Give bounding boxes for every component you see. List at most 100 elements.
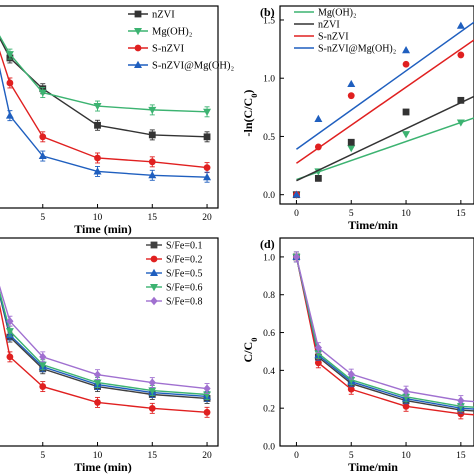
- x-tick-label: 15: [456, 451, 466, 461]
- legend: S/Fe=0.1 S/Fe=0.2 S/Fe=0.5 S/Fe=0.6 S/Fe=0.8: [146, 241, 202, 308]
- legend-marker: [150, 241, 158, 249]
- series-2: [0, 292, 212, 402]
- series-3: [0, 67, 212, 183]
- series-line: [295, 256, 474, 403]
- legend-label: S-nZVI: [152, 44, 185, 55]
- x-tick-label: 5: [40, 213, 45, 223]
- data-point: [6, 79, 14, 87]
- series-line: [0, 35, 208, 113]
- data-point: [203, 384, 211, 393]
- x-tick-label: 15: [148, 451, 158, 461]
- data-point: [94, 399, 101, 406]
- series-1: [0, 304, 211, 418]
- y-tick-label: 0.0: [263, 191, 275, 201]
- y-tick-label: 1.0: [263, 75, 275, 85]
- plot-area: [0, 35, 212, 183]
- legend-label: S-nZVI@Mg(OH)₂: [152, 61, 234, 72]
- plot-frame: [279, 237, 474, 447]
- x-tick-label: 0: [294, 451, 299, 461]
- data-point: [94, 121, 101, 129]
- plot-frame: [279, 5, 474, 205]
- series-line: [0, 37, 208, 138]
- series-4: [0, 285, 211, 395]
- x-tick-label: 10: [93, 451, 103, 461]
- data-point: [203, 133, 211, 141]
- series-line: [0, 304, 208, 414]
- data-point: [314, 359, 322, 367]
- legend-label: S-nZVI@Mg(OH)₂: [318, 44, 396, 55]
- plot-area: [0, 285, 212, 418]
- series-line: [295, 256, 474, 416]
- fit-line: [296, 117, 474, 181]
- data-point: [93, 379, 102, 387]
- data-point: [402, 108, 410, 116]
- x-tick-label: 5: [349, 451, 354, 461]
- data-point: [402, 46, 411, 54]
- series-2: [0, 50, 211, 174]
- data-point: [347, 138, 355, 146]
- y-tick-label: 0.6: [263, 329, 275, 339]
- series-line: [295, 256, 474, 408]
- legend-label: S/Fe=0.6: [166, 283, 202, 294]
- data-point: [456, 119, 465, 127]
- data-point: [148, 106, 157, 115]
- data-point: [292, 252, 301, 262]
- y-tick-label: 0.2: [263, 405, 275, 415]
- legend-label: Mg(OH)₂: [152, 27, 193, 38]
- data-point: [402, 131, 411, 139]
- legend-marker: [134, 44, 142, 52]
- legend-label: S-nZVI: [318, 32, 349, 43]
- data-point: [314, 143, 322, 151]
- y-tick-label: 0.0: [263, 443, 275, 453]
- x-axis-label: Time/min: [348, 218, 398, 232]
- panel-d: 0 5 10 15 0.0 0.2 0.4 0.6 0.8 1.0 Time/min C/C0 (d): [241, 237, 474, 474]
- x-tick-label: 15: [456, 209, 466, 219]
- series-0: [0, 293, 211, 404]
- plot-frame: [0, 237, 219, 447]
- data-point: [347, 376, 356, 385]
- y-tick-label: 0.8: [263, 291, 275, 301]
- series-0: [293, 251, 474, 416]
- y-tick-label: 0.5: [263, 133, 275, 143]
- y-tick-label: 1.5: [263, 16, 275, 26]
- legend-label: S/Fe=0.1: [166, 241, 202, 252]
- data-point: [203, 108, 212, 117]
- data-point: [148, 171, 157, 179]
- series-line: [0, 285, 208, 390]
- data-point: [347, 92, 355, 100]
- data-point: [148, 158, 156, 166]
- series-3: [0, 290, 212, 400]
- legend-marker: [150, 268, 158, 276]
- data-point: [203, 173, 212, 181]
- data-point: [5, 51, 14, 59]
- data-point: [39, 352, 47, 362]
- data-point: [457, 96, 465, 104]
- series-line: [0, 292, 208, 398]
- x-tick-label: 15: [148, 213, 158, 223]
- legend-marker: [134, 60, 142, 68]
- panel-label: (d): [260, 237, 275, 251]
- x-tick-label: 20: [202, 451, 212, 461]
- data-point: [203, 408, 211, 416]
- x-tick-label: 5: [40, 451, 45, 461]
- data-point: [39, 133, 47, 141]
- plot-area: [292, 251, 474, 420]
- data-point: [5, 111, 14, 119]
- legend-label: S/Fe=0.2: [166, 255, 202, 266]
- data-point: [292, 190, 301, 198]
- series-3: [292, 251, 474, 412]
- legend-marker: [150, 284, 158, 292]
- legend-marker: [134, 28, 142, 36]
- data-point: [347, 369, 355, 379]
- data-point: [456, 403, 465, 411]
- legend-label: S/Fe=0.5: [166, 269, 202, 280]
- plot-frame: [0, 5, 219, 209]
- series-line: [0, 67, 208, 178]
- panel-a: 5 10 15 20 Time (min) nZVI Mg(OH)₂ S-nZVI S-nZVI…: [0, 5, 234, 236]
- y-tick-label: 0.4: [263, 367, 275, 377]
- y-axis-label: C/C0: [241, 338, 259, 363]
- series-2: [292, 251, 474, 414]
